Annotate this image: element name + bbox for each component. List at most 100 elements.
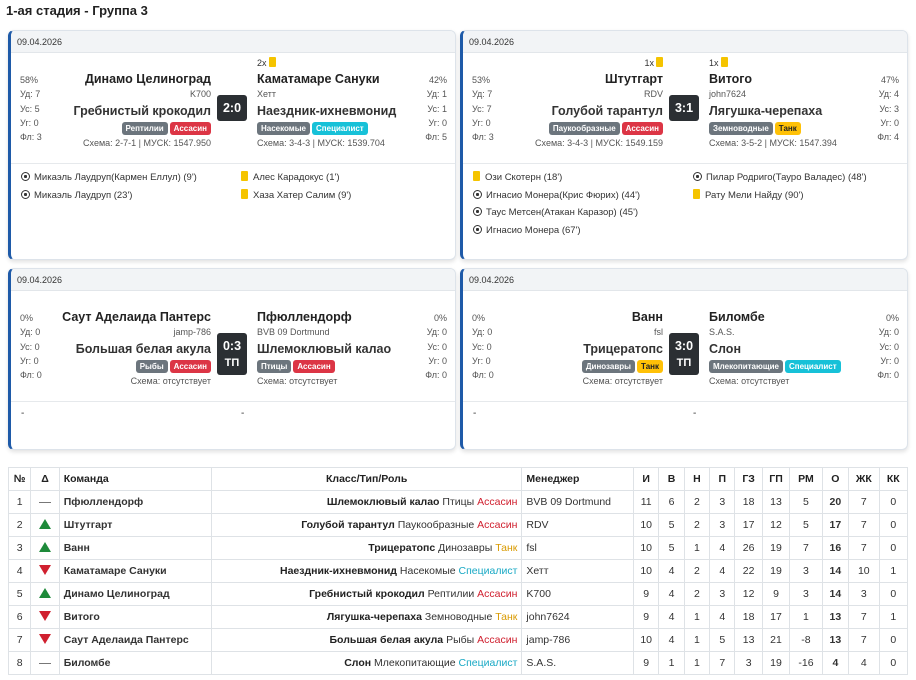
team-name[interactable]: Каматамаре Сануки xyxy=(58,559,212,583)
manager[interactable]: K700 xyxy=(521,582,634,606)
away-team-name[interactable]: Витого xyxy=(709,72,752,86)
trend xyxy=(30,559,60,583)
points: 13 xyxy=(821,628,850,652)
trend xyxy=(30,605,60,629)
match-events: - - xyxy=(463,401,907,449)
goal-event: Пилар Родриго(Тауро Валадес) (48') xyxy=(693,169,867,187)
trend xyxy=(30,651,60,675)
match-events: Ози Скотерн (18') Игнасио Монера(Крис Фю… xyxy=(463,163,907,259)
home-manager[interactable]: fsl xyxy=(654,327,663,337)
red-cards: 0 xyxy=(878,536,908,560)
draws: 2 xyxy=(683,490,711,514)
away-stats: 42% Уд: 1 Ус: 1 Уг: 0 Фл: 5 xyxy=(425,75,447,143)
yellow-card-icon xyxy=(693,188,700,199)
trend xyxy=(30,628,60,652)
manager[interactable]: S.A.S. xyxy=(521,651,634,675)
away-stats: 47% Уд: 4 Ус: 3 Уг: 0 Фл: 4 xyxy=(877,75,899,143)
team-name[interactable]: Динамо Целиноград xyxy=(58,582,212,606)
away-team-name[interactable]: Пфюллендорф xyxy=(257,310,352,324)
manager[interactable]: john7624 xyxy=(521,605,634,629)
col-header: КК xyxy=(878,467,908,491)
home-stats: 53% Уд: 7 Ус: 7 Уг: 0 Фл: 3 xyxy=(472,75,494,143)
type-badge: Динозавры xyxy=(581,360,636,373)
table-row[interactable]: 8 Биломбе Слон Млекопитающие Специалист S.A… xyxy=(7,651,908,675)
type-badge: Земноводные xyxy=(709,122,773,135)
yellow-cards: 7 xyxy=(848,490,880,514)
trend-down-icon xyxy=(39,564,52,575)
table-row[interactable]: 1 Пфюллендорф Шлемоклювый калао Птицы Асса… xyxy=(7,490,908,514)
manager[interactable]: fsl xyxy=(521,536,634,560)
table-row[interactable]: 6 Витого Лягушка-черепаха Земноводные Танк… xyxy=(7,605,908,629)
table-row[interactable]: 5 Динамо Целиноград Гребнистый крокодил Ре… xyxy=(7,582,908,606)
table-row[interactable]: 3 Ванн Трицератопс Динозавры Танк fsl 10 5 1 4 2… xyxy=(7,536,908,560)
away-class: Шлемоклювый калао xyxy=(257,342,392,356)
col-header: В xyxy=(658,467,685,491)
home-manager[interactable]: jamp-786 xyxy=(173,327,211,337)
home-team-block: Ванн fsl Трицератопс Динозавры Танк Схема… xyxy=(473,295,663,389)
team-name[interactable]: Биломбе xyxy=(58,651,212,675)
match-card[interactable]: 09.04.2026 53% Уд: 7 Ус: 7 Уг: 0 Фл: 3 1… xyxy=(460,30,908,260)
red-cards: 0 xyxy=(878,513,908,537)
ball-icon xyxy=(473,224,482,234)
score-box[interactable]: 0:3 ТП xyxy=(217,333,247,375)
score-box[interactable]: 2:0 xyxy=(217,95,247,121)
goals-against: 19 xyxy=(761,536,791,560)
goal-event: Таус Метсен(Атакан Каразор) (45') xyxy=(473,204,640,222)
team-name[interactable]: Ванн xyxy=(58,536,212,560)
home-team-name[interactable]: Динамо Целиноград xyxy=(84,72,211,86)
yellow-cards: 7 xyxy=(848,536,880,560)
team-name[interactable]: Штутгарт xyxy=(58,513,212,537)
away-manager[interactable]: Хетт xyxy=(257,89,276,99)
score-box[interactable]: 3:0 ТП xyxy=(669,333,699,375)
home-manager[interactable]: RDV xyxy=(643,89,663,99)
match-card[interactable]: 09.04.2026 0% Уд: 0 Ус: 0 Уг: 0 Фл: 0 Ва… xyxy=(460,268,908,450)
away-manager[interactable]: BVB 09 Dortmund xyxy=(257,327,330,337)
type-badge: Млекопитающие xyxy=(709,360,783,373)
away-team-name[interactable]: Каматамаре Сануки xyxy=(257,72,380,86)
score-box[interactable]: 3:1 xyxy=(669,95,699,121)
manager[interactable]: BVB 09 Dortmund xyxy=(521,490,634,514)
table-row[interactable]: 4 Каматамаре Сануки Наездник-ихневмонид На… xyxy=(7,559,908,583)
technical-defeat-label: ТП xyxy=(676,357,692,369)
wins: 1 xyxy=(658,651,685,675)
away-team-name[interactable]: Биломбе xyxy=(709,310,765,324)
yellow-card-icon xyxy=(241,188,248,199)
col-header: П xyxy=(709,467,736,491)
col-header: Менеджер xyxy=(521,467,634,491)
away-manager[interactable]: john7624 xyxy=(709,89,747,99)
home-team-name[interactable]: Ванн xyxy=(631,310,663,324)
away-manager[interactable]: S.A.S. xyxy=(709,327,735,337)
home-team-name[interactable]: Саут Аделаида Пантерс xyxy=(62,310,211,324)
card-count: 2x xyxy=(257,58,267,68)
match-date: 09.04.2026 xyxy=(463,31,907,53)
team-name[interactable]: Пфюллендорф xyxy=(58,490,212,514)
match-card[interactable]: 09.04.2026 58% Уд: 7 Ус: 5 Уг: 0 Фл: 3 Д… xyxy=(8,30,456,260)
match-card[interactable]: 09.04.2026 0% Уд: 0 Ус: 0 Уг: 0 Фл: 0 Са… xyxy=(8,268,456,450)
goals-for: 22 xyxy=(734,559,763,583)
team-name[interactable]: Саут Аделаида Пантерс xyxy=(58,628,212,652)
yellow-card-icon xyxy=(720,57,728,67)
games: 9 xyxy=(632,605,660,629)
page-title: 1-ая стадия - Группа 3 xyxy=(6,3,148,18)
wins: 4 xyxy=(658,628,685,652)
points: 16 xyxy=(821,536,850,560)
losses: 4 xyxy=(709,605,736,629)
table-row[interactable]: 7 Саут Аделаида Пантерс Большая белая акул… xyxy=(7,628,908,652)
manager[interactable]: RDV xyxy=(521,513,634,537)
trend-up-icon xyxy=(39,587,52,598)
manager[interactable]: jamp-786 xyxy=(521,628,634,652)
away-schema: Схема: отсутствует xyxy=(709,376,790,386)
home-schema: Схема: 3-4-3 | МУСК: 1549.159 xyxy=(535,138,663,148)
goal-event: Игнасио Монера (67') xyxy=(473,222,640,240)
team-name[interactable]: Витого xyxy=(58,605,212,629)
away-stats: 0% Уд: 0 Ус: 0 Уг: 0 Фл: 0 xyxy=(425,313,447,381)
wins: 4 xyxy=(658,582,685,606)
home-team-name[interactable]: Штутгарт xyxy=(605,72,663,86)
draws: 1 xyxy=(683,628,711,652)
col-header: № xyxy=(7,467,32,491)
manager[interactable]: Хетт xyxy=(521,559,634,583)
home-manager[interactable]: K700 xyxy=(189,89,211,99)
table-row[interactable]: 2 Штутгарт Голубой тарантул Паукообразные … xyxy=(7,513,908,537)
type-badge: Насекомые xyxy=(257,122,311,135)
red-cards: 0 xyxy=(878,651,908,675)
